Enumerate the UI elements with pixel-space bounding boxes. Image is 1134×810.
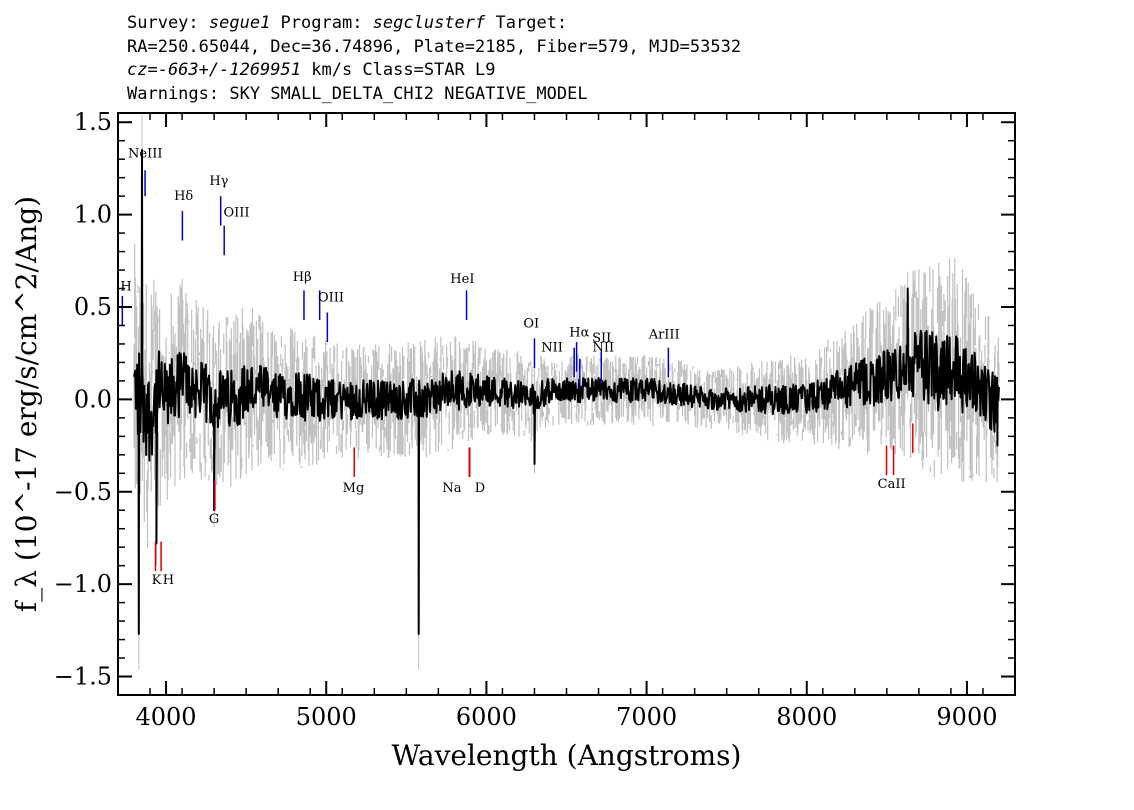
emission-label: Hδ — [174, 189, 193, 204]
x-tick-label: 5000 — [296, 703, 357, 731]
emission-label: HeI — [450, 272, 474, 287]
y-tick-label: −1.5 — [54, 663, 112, 691]
class-text: km/s Class=STAR L9 — [301, 60, 496, 80]
absorption-label: G — [209, 512, 219, 527]
y-tick-label: 1.0 — [74, 201, 112, 229]
header-line-coordinates: RA=250.65044, Dec=36.74896, Plate=2185, … — [127, 36, 742, 57]
x-tick-label: 4000 — [136, 703, 197, 731]
spectrum-header: Survey: segue1 Program: segclusterf Targ… — [127, 12, 1027, 106]
target-label: Target: — [485, 13, 568, 33]
x-tick-label: 9000 — [936, 703, 997, 731]
emission-label: NII — [541, 340, 563, 355]
header-line-survey: Survey: segue1 Program: segclusterf Targ… — [127, 12, 1027, 36]
y-tick-label: 1.5 — [74, 108, 112, 136]
program-name: segclusterf — [372, 13, 486, 33]
emission-label: H — [120, 279, 131, 294]
absorption-label: D — [475, 481, 485, 496]
emission-label: NII — [593, 340, 615, 355]
emission-label: Hγ — [209, 174, 228, 189]
y-tick-label: 0.0 — [74, 385, 112, 413]
survey-name: segue1 — [208, 13, 271, 33]
x-tick-label: 8000 — [776, 703, 837, 731]
absorption-label: K — [152, 573, 162, 588]
x-axis-title: Wavelength (Angstroms) — [392, 739, 742, 772]
redshift-value: cz=-663+/-1269951 — [127, 60, 301, 80]
emission-label: OIII — [318, 290, 344, 305]
absorption-label: CaII — [878, 477, 906, 492]
emission-label: OI — [523, 316, 539, 331]
axis-ticks: 4000 5000 6000 7000 8000 9000 −1.5 −1.0 −0.5 0.0 0… — [54, 108, 1016, 731]
absorption-label: H — [163, 573, 174, 588]
header-line-warnings: Warnings: SKY SMALL_DELTA_CHI2 NEGATIVE_… — [127, 83, 588, 104]
x-tick-label: 7000 — [616, 703, 677, 731]
flux-line — [133, 149, 1000, 635]
survey-label: Survey: — [127, 13, 209, 33]
y-tick-label: −0.5 — [54, 478, 112, 506]
absorption-label: Mg — [343, 481, 365, 496]
emission-label: Hβ — [293, 270, 312, 285]
emission-label: NeIII — [128, 146, 162, 161]
header-line-redshift: cz=-663+/-1269951 km/s Class=STAR L9 — [127, 59, 1027, 83]
emission-label: SII — [592, 331, 611, 346]
flux-series — [133, 149, 1000, 635]
emission-label: ArIII — [648, 327, 680, 342]
emission-label: OIII — [223, 205, 249, 220]
y-tick-label: −1.0 — [54, 570, 112, 598]
program-label: Program: — [270, 13, 373, 33]
y-tick-label: 0.5 — [74, 293, 112, 321]
emission-label: Hα — [569, 326, 589, 341]
x-tick-label: 6000 — [456, 703, 517, 731]
absorption-label: Na — [442, 481, 461, 496]
y-axis-title: f_λ (10^-17 erg/s/cm^2/Ang) — [10, 196, 43, 612]
